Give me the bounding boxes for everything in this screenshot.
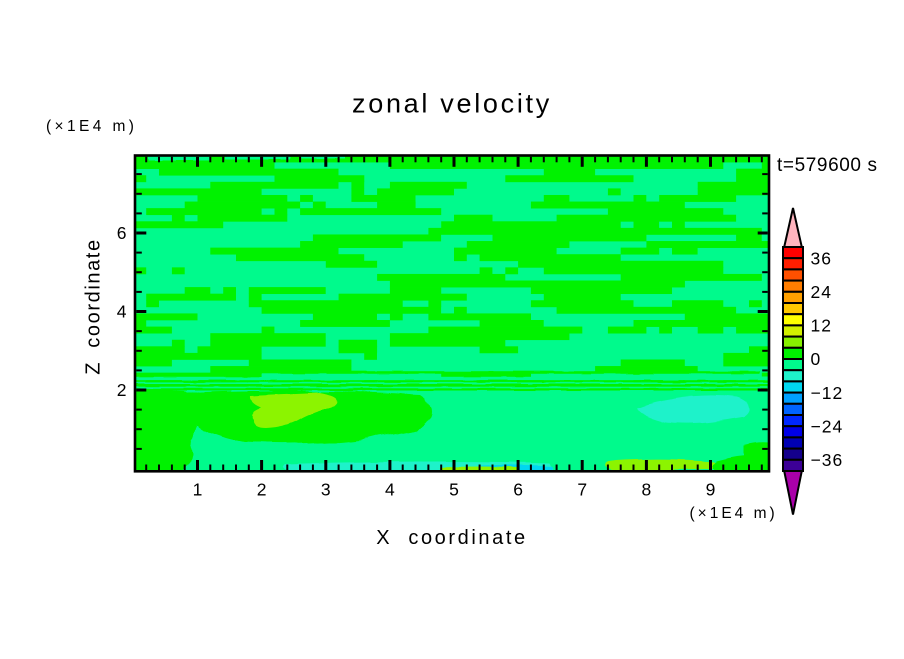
svg-text:2: 2 bbox=[117, 380, 127, 400]
svg-text:−24: −24 bbox=[811, 416, 844, 436]
svg-text:4: 4 bbox=[385, 480, 395, 500]
svg-text:0: 0 bbox=[811, 349, 822, 369]
svg-text:−12: −12 bbox=[811, 383, 844, 403]
svg-text:7: 7 bbox=[577, 480, 587, 500]
svg-text:6: 6 bbox=[513, 480, 523, 500]
svg-text:2: 2 bbox=[257, 480, 267, 500]
svg-text:24: 24 bbox=[811, 282, 832, 302]
svg-text:36: 36 bbox=[811, 248, 832, 268]
svg-text:(×1E4 m): (×1E4 m) bbox=[46, 118, 137, 135]
svg-text:5: 5 bbox=[449, 480, 459, 500]
svg-text:12: 12 bbox=[811, 316, 832, 336]
svg-text:zonal velocity: zonal velocity bbox=[352, 89, 552, 119]
svg-text:(×1E4 m): (×1E4 m) bbox=[690, 505, 778, 522]
svg-text:6: 6 bbox=[117, 223, 127, 243]
svg-text:4: 4 bbox=[117, 302, 127, 322]
svg-text:1: 1 bbox=[193, 480, 203, 500]
svg-text:8: 8 bbox=[642, 480, 652, 500]
svg-text:Z coordinate: Z coordinate bbox=[83, 238, 105, 374]
svg-text:9: 9 bbox=[706, 480, 716, 500]
svg-text:−36: −36 bbox=[811, 450, 844, 470]
svg-text:X coordinate: X coordinate bbox=[376, 527, 528, 549]
svg-text:3: 3 bbox=[321, 480, 331, 500]
svg-text:t=579600 s: t=579600 s bbox=[777, 155, 878, 176]
